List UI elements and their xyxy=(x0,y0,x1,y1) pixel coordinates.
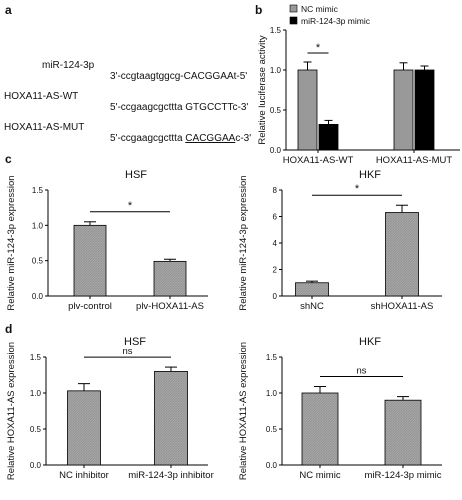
x-tick-label: shHOXA11-AS xyxy=(371,301,434,312)
x-tick-label: shNC xyxy=(300,301,324,312)
chart-c1: 0.0 0.5 1.0 1.5 Relative miR-124-3p expressi… xyxy=(6,169,208,312)
chart-title: HKF xyxy=(359,336,381,348)
bar xyxy=(393,69,414,151)
x-tick-label: NC mimic xyxy=(299,470,340,481)
significance-label: * xyxy=(128,200,133,212)
y-tick-label: 1.0 xyxy=(32,221,44,230)
y-tick-label: 1.0 xyxy=(30,389,42,398)
y-axis-label: Relative miR-124-3p expression xyxy=(238,175,249,310)
x-tick-label: NC inhibitor xyxy=(59,470,109,481)
y-tick-label: 4 xyxy=(273,239,278,248)
sequence-name: HOXA11-AS-MUT xyxy=(4,122,85,133)
y-tick-label: 1.0 xyxy=(270,66,282,75)
y-tick-label: 1.5 xyxy=(30,353,42,362)
y-tick-label: 0.5 xyxy=(270,106,282,115)
x-tick-label: miR-124-3p mimic xyxy=(364,470,441,481)
y-tick-label: 0 xyxy=(273,292,278,301)
y-tick-label: 1.0 xyxy=(266,389,278,398)
significance-label: ns xyxy=(122,346,132,357)
significance-label: * xyxy=(316,42,321,54)
bar xyxy=(414,69,435,151)
y-tick-label: 6 xyxy=(273,213,278,222)
chart-title: HSF xyxy=(124,336,146,348)
y-tick-label: 2 xyxy=(273,266,278,275)
x-tick-label: HOXA11-AS-WT xyxy=(283,155,354,166)
x-tick-label: plv-HOXA11-AS xyxy=(136,301,204,312)
y-axis-label: Relative HOXA11-AS expression xyxy=(6,342,17,480)
y-tick-label: 0.0 xyxy=(266,461,278,470)
y-tick-label: 1.5 xyxy=(270,26,282,35)
chart-d1: 0.0 0.5 1.0 1.5 Relative HOXA11-AS expressio… xyxy=(6,336,214,481)
bar xyxy=(73,224,107,297)
bar xyxy=(318,124,339,151)
x-tick-label: plv-control xyxy=(68,301,112,312)
y-axis-label: Relative miR-124-3p expression xyxy=(6,175,17,310)
bar xyxy=(67,390,101,466)
sequence-text: 3'-ccgtaagtggcg-CACGGAAt-5' xyxy=(110,71,248,82)
y-tick-label: 0.5 xyxy=(266,425,278,434)
y-tick-label: 0.5 xyxy=(32,257,44,266)
sequence-row-wt: HOXA11-AS-WT 5'-ccgaagcgcttta GTGCCTTc-3… xyxy=(0,80,248,124)
significance-label: ns xyxy=(356,366,366,377)
bar xyxy=(297,69,318,151)
mutated-site: CACGGAA xyxy=(185,133,236,144)
legend-swatch xyxy=(289,4,298,13)
sequence-row-mir: miR-124-3p 3'-ccgtaagtggcg-CACGGAAt-5' xyxy=(0,49,247,93)
y-tick-label: 1.5 xyxy=(32,186,44,195)
bar xyxy=(385,212,419,297)
chart-c2: 0 2 4 6 8 Relative miR-124-3p expression shNC s… xyxy=(238,169,442,312)
y-tick-label: 0.0 xyxy=(30,461,42,470)
y-axis-label: Relative luciferase activity xyxy=(257,35,268,145)
legend-label: miR-124-3p mimic xyxy=(301,16,371,26)
bar xyxy=(153,260,187,297)
sequence-name: miR-124-3p xyxy=(42,60,95,71)
sequence-text: 5'-ccgaagcgcttta CACGGAAc-3' xyxy=(110,133,251,144)
y-tick-label: 0.0 xyxy=(270,146,282,155)
x-tick-label: miR-124-3p inhibitor xyxy=(128,470,214,481)
panel-label-b: b xyxy=(255,3,263,17)
bar xyxy=(384,399,422,466)
y-tick-label: 0.0 xyxy=(32,292,44,301)
chart-d2: 0.0 0.5 1.0 1.5 Relative HOXA11-AS expressio… xyxy=(238,336,442,481)
significance-label: * xyxy=(355,183,360,195)
sequence-name: HOXA11-AS-WT xyxy=(4,91,79,102)
panel-label-a: a xyxy=(5,3,12,17)
legend-label: NC mimic xyxy=(301,4,339,14)
chart-title: HKF xyxy=(359,169,381,181)
sequence-text: 5'-ccgaagcgcttta GTGCCTTc-3' xyxy=(110,102,249,113)
sequence-suffix: c-3' xyxy=(235,133,252,144)
y-tick-label: 0.5 xyxy=(30,425,42,434)
bar xyxy=(295,282,329,297)
sequence-row-mut: HOXA11-AS-MUT 5'-ccgaagcgcttta CACGGAAc-… xyxy=(0,111,251,155)
panel-label-d: d xyxy=(5,322,13,336)
x-tick-label: HOXA11-AS-MUT xyxy=(376,155,453,166)
y-tick-label: 1.5 xyxy=(266,353,278,362)
panel-label-c: c xyxy=(5,152,12,166)
sequence-prefix: 5'-ccgaagcgcttta xyxy=(110,133,186,144)
y-axis-label: Relative HOXA11-AS expression xyxy=(238,342,249,480)
bar xyxy=(301,392,339,466)
bar xyxy=(154,370,188,466)
chart-title: HSF xyxy=(125,169,147,181)
y-tick-label: 8 xyxy=(273,186,278,195)
legend-swatch xyxy=(289,16,298,25)
